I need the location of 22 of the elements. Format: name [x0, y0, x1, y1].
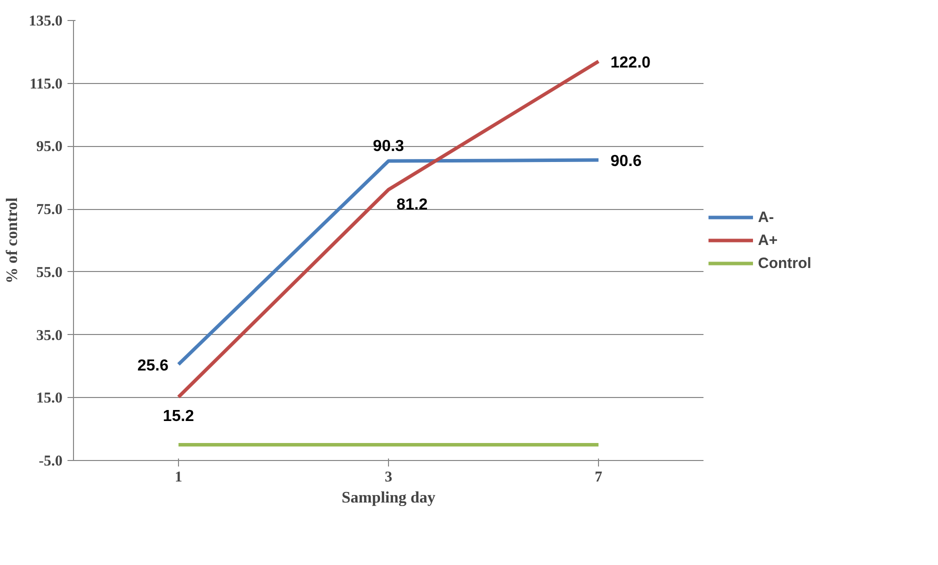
x-axis-title: Sampling day [342, 490, 436, 506]
data-label: 25.6 [137, 357, 169, 374]
y-tick-label: 55.0 [36, 264, 62, 281]
x-tick-label: 3 [384, 470, 392, 486]
x-tick-label: 7 [594, 470, 603, 486]
data-label: 90.6 [610, 153, 642, 170]
data-label: 81.2 [396, 196, 428, 214]
y-tick-label: -5.0 [38, 454, 63, 470]
y-tick-label: 135.0 [28, 14, 62, 30]
legend-label: A- [758, 208, 775, 226]
y-tick-label: 95.0 [36, 139, 62, 156]
data-label: 122.0 [610, 54, 651, 72]
legend-label: A+ [758, 232, 778, 248]
y-axis-title: % of control [4, 196, 21, 284]
y-tick-label: 35.0 [36, 328, 62, 344]
y-tick-label: 75.0 [36, 202, 62, 218]
y-tick-label: 15.0 [36, 390, 62, 407]
legend-label: Control [758, 254, 812, 272]
y-tick-label: 115.0 [30, 76, 63, 92]
data-label: 15.2 [162, 408, 194, 426]
data-label: 90.3 [372, 138, 404, 155]
x-tick-label: 1 [174, 470, 182, 486]
